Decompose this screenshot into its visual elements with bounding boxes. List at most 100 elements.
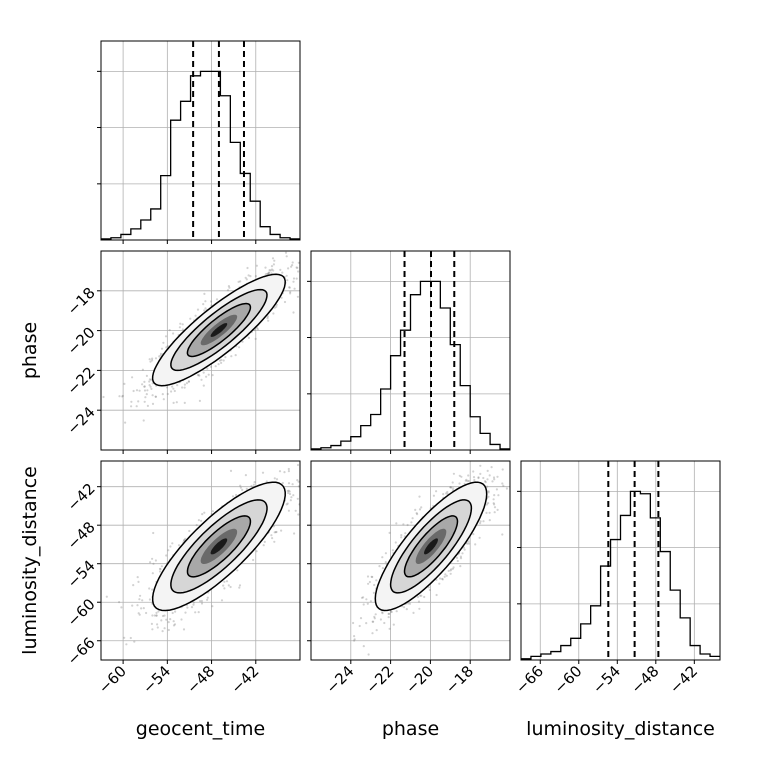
scatter-point — [125, 643, 128, 646]
scatter-point — [305, 249, 307, 251]
scatter-point — [367, 653, 370, 656]
scatter-point — [459, 565, 462, 568]
joint-panel-geocent_time-luminosity_distance — [100, 460, 303, 661]
scatter-point — [491, 480, 494, 483]
contour-line — [151, 273, 286, 387]
scatter-point — [286, 489, 289, 493]
scatter-point — [371, 620, 374, 623]
scatter-point — [145, 374, 148, 377]
scatter-point — [155, 611, 158, 615]
scatter-point — [304, 282, 306, 284]
scatter-point — [105, 595, 108, 598]
scatter-point — [143, 385, 146, 388]
scatter-point — [458, 482, 461, 485]
scatter-point — [472, 470, 475, 473]
scatter-point — [411, 517, 414, 520]
x-tick-label: −42 — [666, 662, 701, 697]
scatter-point — [367, 582, 370, 585]
scatter-point — [435, 593, 438, 597]
scatter-point — [428, 588, 431, 592]
scatter-point — [223, 587, 226, 590]
scatter-point — [486, 478, 489, 481]
scatter-point — [472, 476, 476, 479]
scatter-point — [408, 602, 412, 605]
scatter-point — [184, 611, 187, 614]
scatter-point — [150, 387, 153, 390]
scatter-point — [167, 549, 170, 552]
scatter-point — [374, 613, 377, 616]
scatter-point — [250, 484, 253, 488]
scatter-point — [118, 601, 121, 604]
scatter-point — [488, 519, 491, 522]
scatter-point — [293, 287, 296, 290]
scatter-point — [452, 566, 455, 569]
scatter-point — [210, 300, 213, 303]
scatter-point — [477, 476, 480, 479]
scatter-point — [154, 395, 157, 398]
scatter-point — [137, 612, 140, 615]
scatter-point — [149, 360, 152, 363]
scatter-point — [202, 371, 205, 374]
scatter-point — [264, 266, 267, 269]
scatter-point — [227, 285, 230, 288]
scatter-point — [496, 475, 499, 478]
density-level — [210, 323, 228, 337]
scatter-point — [427, 586, 430, 589]
scatter-point — [467, 474, 470, 477]
contour-line — [389, 499, 473, 594]
scatter-point — [375, 579, 378, 582]
scatter-point — [129, 636, 132, 640]
scatter-point — [418, 495, 421, 498]
axes-frame — [100, 460, 301, 661]
scatter-point — [288, 492, 292, 496]
scatter-point — [460, 475, 463, 478]
scatter-point — [488, 474, 491, 477]
scatter-point — [387, 612, 390, 616]
scatter-point — [161, 393, 164, 396]
scatter-point — [285, 503, 288, 506]
scatter-point — [148, 358, 151, 361]
scatter-point — [461, 552, 464, 555]
scatter-point — [217, 363, 220, 366]
scatter-point — [200, 599, 203, 603]
scatter-point — [183, 539, 186, 542]
scatter-point — [146, 404, 149, 407]
scatter-point — [301, 466, 303, 468]
scatter-point — [389, 610, 392, 613]
scatter-point — [275, 305, 278, 308]
scatter-point — [140, 607, 143, 610]
scatter-point — [495, 488, 498, 491]
scatter-point — [308, 292, 310, 294]
scatter-point — [487, 491, 490, 494]
scatter-point — [241, 340, 244, 343]
y-tick-label: −60 — [64, 595, 99, 630]
scatter-point — [180, 618, 183, 621]
scatter-point — [271, 537, 274, 540]
scatter-point — [452, 487, 455, 490]
joint-panel-phase-luminosity_distance — [310, 460, 511, 661]
scatter-point — [459, 557, 463, 560]
y-tick-label: −22 — [64, 363, 99, 398]
scatter-point — [220, 599, 224, 602]
scatter-point — [273, 540, 276, 543]
contour-line — [374, 481, 488, 612]
y-tick-label: −48 — [64, 518, 99, 553]
scatter-point — [201, 513, 204, 516]
scatter-point — [163, 614, 166, 617]
scatter-point — [296, 497, 299, 500]
scatter-point — [463, 548, 466, 551]
x-tick-label: −22 — [362, 662, 397, 697]
scatter-point — [484, 480, 487, 483]
scatter-point — [223, 580, 226, 583]
scatter-point — [287, 509, 290, 512]
scatter-point — [211, 510, 214, 513]
scatter-point — [353, 639, 356, 642]
scatter-point — [202, 303, 205, 306]
scatter-point — [432, 494, 435, 497]
scatter-point — [142, 607, 145, 610]
scatter-point — [442, 493, 445, 496]
scatter-point — [279, 268, 282, 271]
scatter-point — [383, 621, 386, 625]
scatter-point — [150, 378, 153, 381]
scatter-point — [225, 580, 229, 583]
